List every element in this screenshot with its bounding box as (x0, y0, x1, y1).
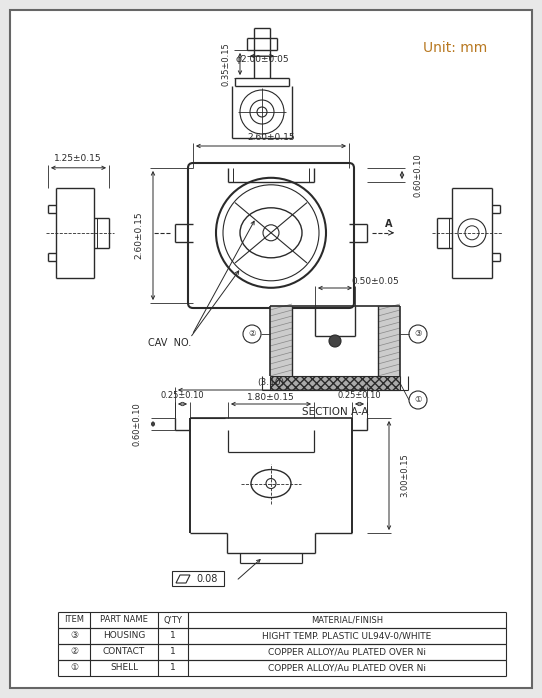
Text: (3.10): (3.10) (257, 378, 285, 387)
Text: 0.50±0.05: 0.50±0.05 (351, 276, 399, 285)
Text: SECTION A-A: SECTION A-A (302, 407, 368, 417)
Text: ①: ① (414, 396, 422, 405)
Text: 0.25±0.10: 0.25±0.10 (338, 392, 382, 401)
Circle shape (329, 335, 341, 347)
Text: COPPER ALLOY/Au PLATED OVER Ni: COPPER ALLOY/Au PLATED OVER Ni (268, 664, 426, 672)
Text: 1: 1 (170, 664, 176, 672)
Text: 3.00±0.15: 3.00±0.15 (401, 454, 410, 498)
Text: 1: 1 (170, 648, 176, 657)
Bar (270, 376, 400, 390)
Text: ITEM: ITEM (64, 616, 84, 625)
Text: 2.60±0.15: 2.60±0.15 (134, 211, 144, 260)
Text: 0.35±0.15: 0.35±0.15 (222, 42, 230, 86)
Text: 1.80±0.15: 1.80±0.15 (247, 392, 295, 401)
Bar (172, 571, 224, 586)
Text: MATERIAL/FINISH: MATERIAL/FINISH (311, 616, 383, 625)
FancyBboxPatch shape (188, 163, 354, 308)
Text: ②: ② (70, 648, 78, 657)
Text: CONTACT: CONTACT (103, 648, 145, 657)
Text: PART NAME: PART NAME (100, 616, 148, 625)
Text: φ2.00±0.05: φ2.00±0.05 (235, 56, 289, 64)
Text: ①: ① (70, 664, 78, 672)
Text: 0.60±0.10: 0.60±0.10 (132, 402, 141, 446)
Text: ③: ③ (70, 632, 78, 641)
Bar (378, 306, 400, 376)
Text: A: A (385, 218, 393, 229)
Text: HOUSING: HOUSING (103, 632, 145, 641)
Text: 1: 1 (170, 632, 176, 641)
Text: CAV  NO.: CAV NO. (149, 338, 192, 348)
Text: COPPER ALLOY/Au PLATED OVER Ni: COPPER ALLOY/Au PLATED OVER Ni (268, 648, 426, 657)
Text: SHELL: SHELL (110, 664, 138, 672)
Text: 1.25±0.15: 1.25±0.15 (54, 154, 102, 163)
Text: ②: ② (248, 329, 256, 339)
Text: 2.60±0.15: 2.60±0.15 (247, 133, 295, 142)
Text: ③: ③ (414, 329, 422, 339)
Text: 0.08: 0.08 (196, 574, 218, 584)
Text: 0.25±0.10: 0.25±0.10 (160, 392, 204, 401)
Text: Unit: mm: Unit: mm (423, 41, 487, 55)
Text: HIGHT TEMP. PLASTIC UL94V-0/WHITE: HIGHT TEMP. PLASTIC UL94V-0/WHITE (262, 632, 431, 641)
Bar (270, 306, 292, 376)
Text: Q'TY: Q'TY (164, 616, 183, 625)
Text: 0.60±0.10: 0.60±0.10 (414, 153, 423, 197)
